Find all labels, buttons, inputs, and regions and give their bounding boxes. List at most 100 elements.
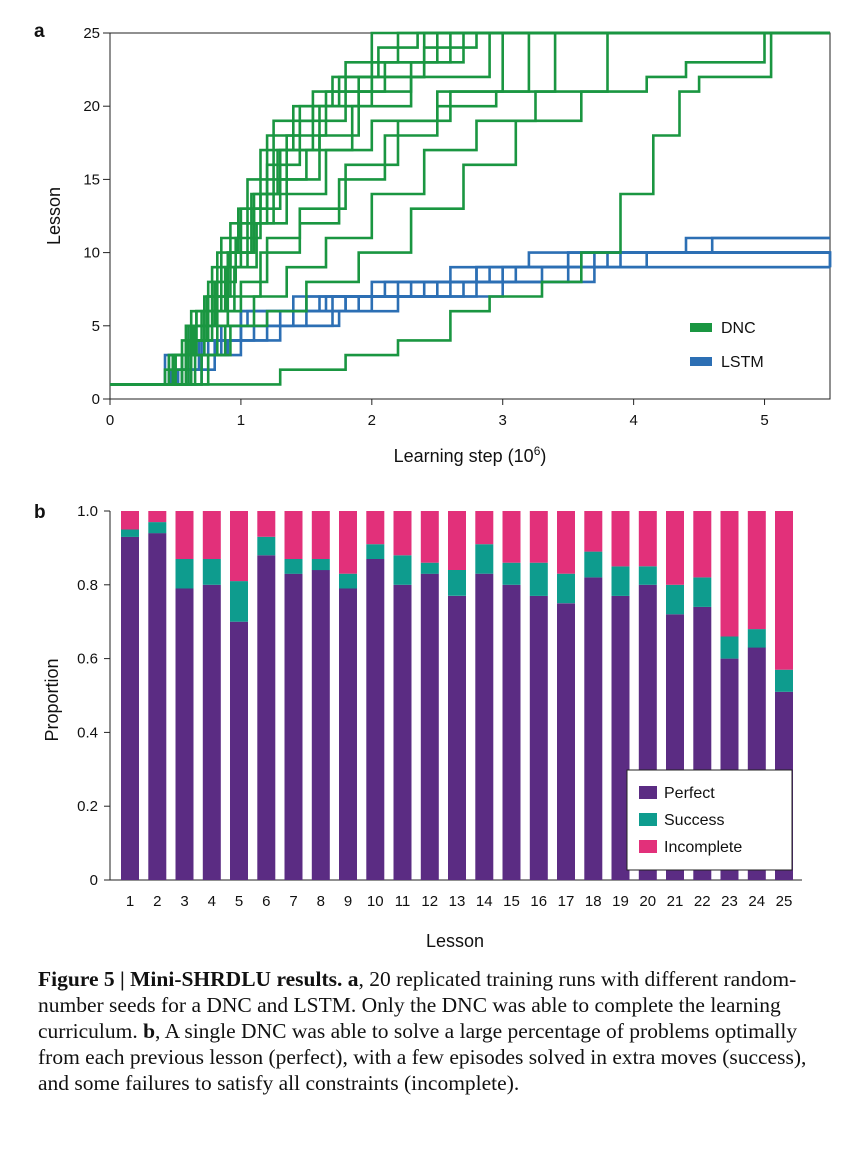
x-tick-label: 5 (760, 412, 768, 429)
y-tick-label: 0.2 (77, 798, 98, 815)
bar-success-lesson-18 (584, 551, 603, 578)
panel-b-x-axis-label: Lesson (426, 931, 484, 951)
bar-incomplete-lesson-17 (557, 511, 575, 574)
bar-success-lesson-17 (557, 573, 575, 604)
panel-a-x-axis-label: Learning step (106) (394, 444, 547, 466)
bar-success-lesson-9 (339, 573, 357, 589)
bar-perfect-lesson-11 (393, 584, 412, 880)
bar-perfect-lesson-10 (366, 559, 385, 880)
bar-incomplete-lesson-25 (775, 511, 793, 670)
x-axis-label-main: Learning step (10 (394, 446, 534, 466)
caption-a-label: a (347, 967, 359, 991)
bar-incomplete-lesson-19 (611, 511, 630, 567)
y-tick-label: 20 (83, 98, 100, 115)
dnc-run-line-12 (110, 31, 830, 386)
dnc-run-line-10 (110, 31, 830, 386)
bar-incomplete-lesson-23 (720, 511, 739, 637)
bar-incomplete-lesson-4 (202, 511, 221, 559)
y-tick-label: 25 (83, 25, 100, 42)
caption-b-text: , A single DNC was able to solve a large… (38, 1019, 807, 1095)
bar-success-lesson-19 (611, 566, 630, 596)
caption-a-text: , 20 replicated training runs with diffe… (38, 967, 797, 1043)
bar-perfect-lesson-1 (121, 536, 139, 880)
x-tick-label: 23 (721, 893, 738, 910)
x-tick-label: 24 (748, 893, 765, 910)
bar-perfect-lesson-6 (257, 555, 276, 880)
bar-incomplete-lesson-8 (311, 511, 330, 559)
x-tick-label: 2 (153, 893, 161, 910)
bar-perfect-lesson-7 (284, 573, 303, 880)
x-tick-label: 3 (180, 893, 188, 910)
bar-success-lesson-13 (448, 570, 466, 596)
bar-perfect-lesson-12 (420, 573, 439, 880)
bar-incomplete-lesson-22 (693, 511, 712, 578)
bar-success-lesson-10 (366, 544, 385, 559)
bar-incomplete-lesson-20 (638, 511, 657, 567)
bar-success-lesson-14 (475, 544, 494, 574)
bar-incomplete-lesson-21 (666, 511, 684, 585)
bar-success-lesson-11 (393, 555, 412, 585)
y-tick-label: 0.4 (77, 724, 98, 741)
bar-incomplete-lesson-6 (257, 511, 276, 537)
x-tick-label: 3 (499, 412, 507, 429)
bar-success-lesson-8 (311, 559, 330, 571)
dnc-run-line-14 (110, 31, 830, 386)
bar-perfect-lesson-3 (175, 588, 194, 880)
bar-success-lesson-23 (720, 636, 739, 659)
x-tick-label: 1 (237, 412, 245, 429)
y-tick-label: 10 (83, 245, 100, 262)
bar-incomplete-lesson-3 (175, 511, 194, 559)
legend-dnc-label: DNC (721, 320, 756, 337)
bar-perfect-lesson-8 (311, 570, 330, 880)
bar-incomplete-lesson-10 (366, 511, 385, 545)
legend-success-label: Success (664, 812, 724, 829)
x-tick-label: 11 (395, 893, 411, 910)
legend-perfect-label: Perfect (664, 785, 715, 802)
panel-b-y-axis-label: Proportion (42, 658, 62, 741)
panel-a-line-chart: 0 1 2 3 4 5 0 5 10 15 20 25 Lesson Learning step (… (44, 25, 832, 466)
x-tick-label: 20 (639, 893, 656, 910)
bar-perfect-lesson-13 (448, 595, 466, 880)
x-tick-label: 9 (344, 893, 352, 910)
bar-success-lesson-16 (529, 562, 548, 596)
legend-lstm-label: LSTM (721, 354, 764, 371)
legend-incomplete-swatch (639, 840, 657, 853)
x-tick-label: 25 (776, 893, 793, 910)
x-tick-label: 13 (449, 893, 466, 910)
y-tick-label: 0 (92, 391, 100, 408)
bar-success-lesson-12 (420, 562, 439, 574)
bar-incomplete-lesson-7 (284, 511, 303, 559)
bar-perfect-lesson-17 (557, 603, 575, 881)
x-tick-label: 7 (289, 893, 297, 910)
x-tick-label: 21 (667, 893, 684, 910)
x-tick-label: 16 (530, 893, 547, 910)
x-tick-label: 19 (612, 893, 629, 910)
x-tick-label: 8 (317, 893, 325, 910)
bar-incomplete-lesson-14 (475, 511, 494, 545)
bar-success-lesson-24 (747, 629, 766, 648)
bar-perfect-lesson-5 (230, 621, 248, 880)
bar-incomplete-lesson-13 (448, 511, 466, 570)
caption-figure-label: Figure 5 | Mini-SHRDLU results. (38, 967, 343, 991)
bar-incomplete-lesson-9 (339, 511, 357, 574)
bar-success-lesson-15 (502, 562, 521, 585)
x-tick-label: 18 (585, 893, 602, 910)
y-tick-label: 0 (90, 872, 98, 889)
x-tick-label: 0 (106, 412, 114, 429)
bar-perfect-lesson-15 (502, 584, 521, 880)
x-tick-label: 1 (126, 893, 134, 910)
x-axis-label-end: ) (540, 446, 546, 466)
x-axis-label-exponent: 6 (534, 444, 541, 458)
bar-success-lesson-5 (230, 581, 248, 622)
bar-incomplete-lesson-1 (121, 511, 139, 530)
bar-perfect-lesson-14 (475, 573, 494, 880)
panel-b-legend: Perfect Success Incomplete (626, 769, 793, 871)
y-tick-label: 0.6 (77, 651, 98, 668)
panel-a-y-axis-label: Lesson (44, 187, 64, 245)
bar-incomplete-lesson-18 (584, 511, 603, 552)
x-tick-label: 17 (558, 893, 575, 910)
bar-success-lesson-3 (175, 559, 194, 589)
bar-incomplete-lesson-11 (393, 511, 412, 556)
bar-perfect-lesson-19 (611, 595, 630, 880)
